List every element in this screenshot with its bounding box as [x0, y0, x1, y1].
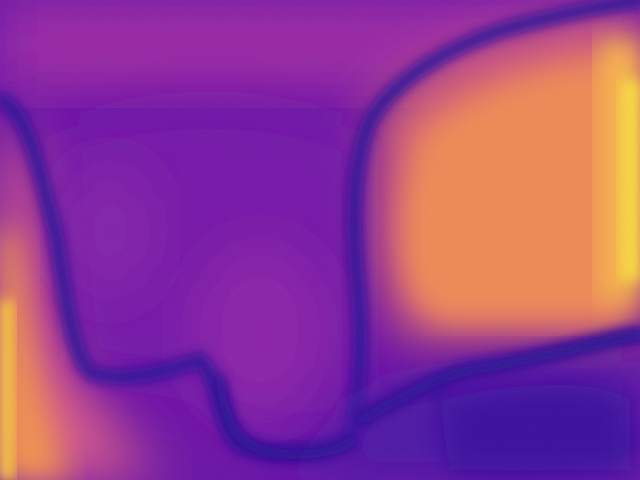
heatmap-viewport: [0, 0, 640, 480]
texture-noise: [0, 0, 640, 480]
plasma-heatmap-image: [0, 0, 640, 480]
